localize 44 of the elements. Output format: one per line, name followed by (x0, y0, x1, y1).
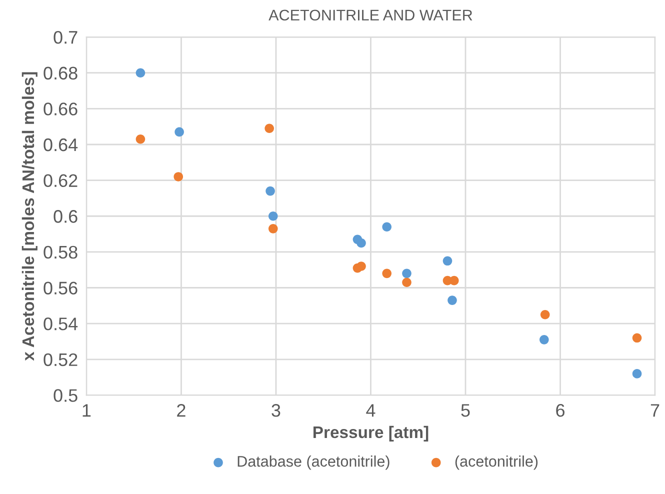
point (382, 268, 392, 278)
y-tick-label: 0.58 (44, 246, 78, 259)
y-tick-label: 0.64 (44, 138, 78, 152)
point (264, 124, 274, 134)
y-tick-label: 0.5 (54, 389, 78, 402)
x-tick-label: 7 (650, 404, 660, 417)
point (174, 172, 184, 182)
point (632, 369, 642, 378)
legend-label: (acetonitrile) (455, 456, 538, 470)
y-tick-label: 0.56 (44, 282, 78, 294)
y-tick-label: 0.68 (44, 66, 78, 80)
y-tick-label: 0.62 (44, 174, 78, 188)
chart-title: ACETONITRILE AND WATER (268, 10, 472, 21)
point (442, 256, 452, 266)
point (540, 310, 550, 320)
x-tick-label: 3 (272, 404, 280, 417)
point (356, 238, 366, 248)
y-tick-label: 0.52 (44, 353, 78, 366)
point (268, 211, 278, 221)
x-tick-label: 4 (366, 404, 376, 417)
point (356, 262, 366, 271)
point (402, 278, 412, 288)
point (382, 222, 392, 232)
point (448, 296, 457, 305)
x-tick-label: 1 (82, 404, 91, 417)
point (266, 186, 275, 196)
x-tick-label: 6 (556, 404, 564, 417)
y-tick-label: 0.66 (44, 102, 78, 116)
x-axis-title: Pressure [atm] (313, 426, 428, 442)
point (268, 224, 278, 234)
point (402, 268, 412, 278)
point (449, 276, 459, 286)
y-axis-title: x Acetonitrile [moles AN/total moles] (22, 72, 38, 361)
point (539, 335, 549, 344)
y-tick-label: 0.7 (54, 30, 78, 44)
point (136, 68, 146, 78)
y-tick-label: 0.54 (44, 318, 78, 330)
legend-label: Database (acetonitrile) (238, 456, 390, 470)
point (632, 333, 642, 343)
point (174, 127, 184, 137)
point (136, 134, 146, 144)
x-tick-label: 2 (177, 404, 186, 417)
y-tick-label: 0.6 (54, 210, 78, 223)
x-tick-label: 5 (461, 404, 470, 417)
